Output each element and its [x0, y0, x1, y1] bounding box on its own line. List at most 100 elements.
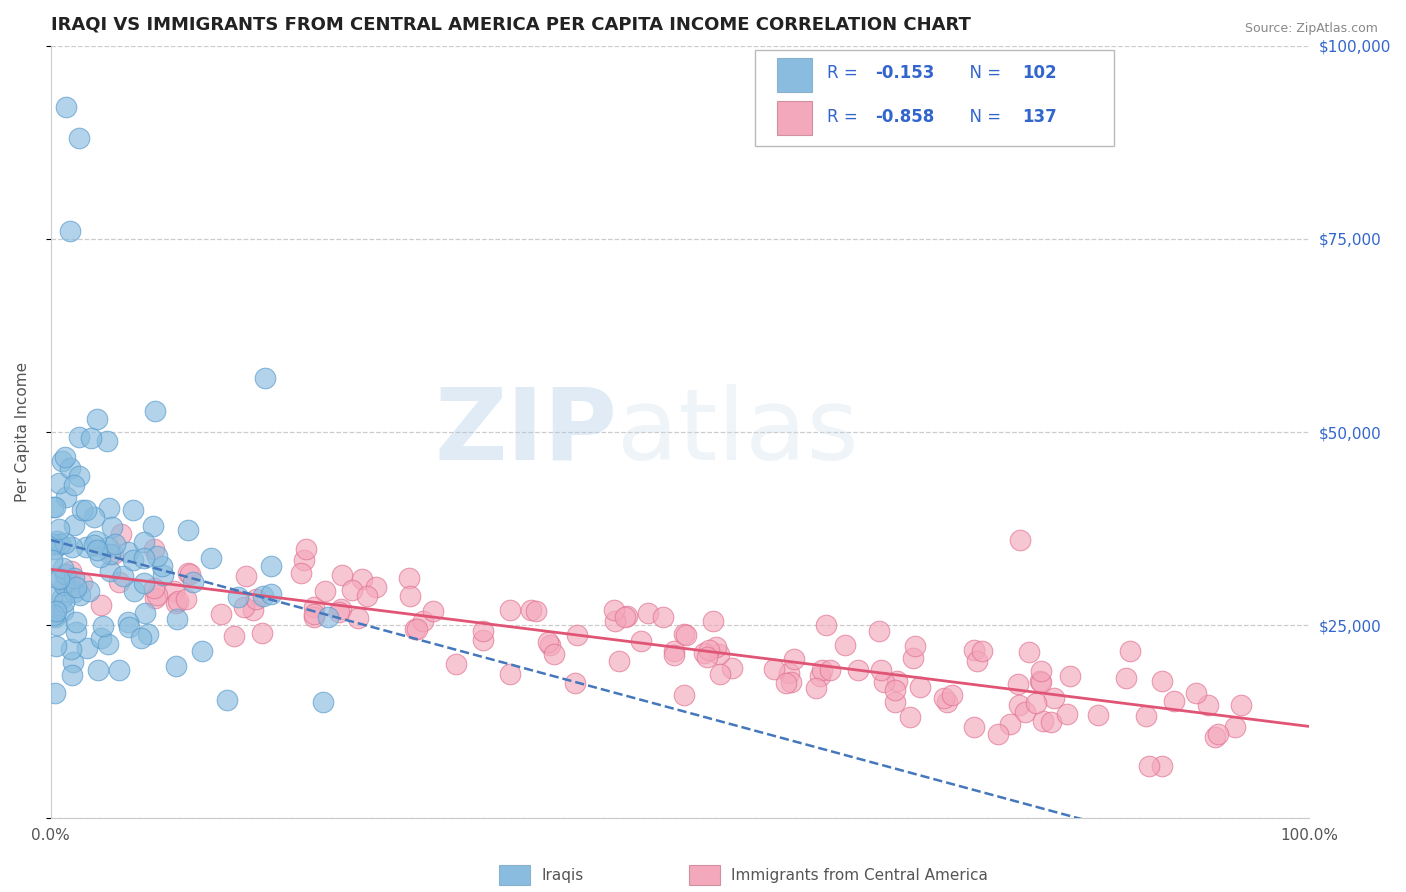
Point [53, 450, 76, 464]
Text: R =: R = [827, 108, 863, 127]
Point [1008, 533, 1031, 548]
Point [848, 663, 870, 677]
Point [696, 650, 718, 665]
Point [340, 582, 363, 597]
Point [607, 654, 630, 668]
Point [707, 647, 730, 661]
Point [42, 542, 65, 557]
Point [444, 657, 467, 672]
Point [134, 606, 156, 620]
Point [652, 610, 675, 624]
Point [672, 627, 695, 641]
Point [167, 594, 190, 608]
Point [908, 680, 931, 694]
Point [45, 603, 67, 617]
Point [399, 589, 422, 603]
Point [630, 633, 652, 648]
Point [142, 518, 165, 533]
Point [112, 569, 135, 583]
Point [104, 537, 127, 551]
Point [884, 695, 907, 709]
Point [55, 490, 77, 504]
Point [524, 604, 547, 618]
Point [122, 502, 145, 516]
Point [935, 695, 957, 709]
Point [181, 575, 204, 590]
Point [200, 550, 222, 565]
Point [1119, 644, 1142, 658]
Point [59, 224, 82, 238]
Point [347, 611, 370, 625]
Point [101, 547, 124, 561]
Point [702, 615, 724, 629]
Point [146, 549, 169, 564]
Point [60, 668, 83, 682]
Point [42, 500, 65, 514]
Point [904, 640, 927, 654]
Point [404, 622, 426, 636]
Point [166, 611, 188, 625]
Point [834, 638, 856, 652]
Point [177, 566, 200, 580]
Text: atlas: atlas [617, 384, 859, 481]
Point [146, 588, 169, 602]
Text: N =: N = [959, 64, 1007, 82]
Point [59, 641, 82, 656]
Point [46, 533, 69, 548]
Point [811, 663, 834, 677]
Point [62, 655, 84, 669]
Point [1204, 730, 1226, 744]
Point [75, 540, 97, 554]
Point [292, 553, 315, 567]
Text: -0.153: -0.153 [875, 64, 934, 82]
Point [963, 720, 986, 734]
Point [1028, 674, 1050, 689]
Point [226, 590, 249, 604]
Point [96, 434, 118, 449]
Point [472, 632, 495, 647]
Point [1223, 720, 1246, 734]
Point [80, 431, 103, 445]
Point [260, 559, 283, 574]
Point [290, 566, 312, 580]
Point [52, 595, 75, 609]
Point [42, 607, 65, 622]
Point [110, 526, 132, 541]
Point [86, 663, 108, 677]
Point [250, 626, 273, 640]
Point [83, 538, 105, 552]
Point [52, 604, 75, 618]
Point [60, 564, 83, 578]
Point [814, 618, 837, 632]
Point [778, 666, 800, 681]
Point [53, 567, 76, 582]
Point [898, 710, 921, 724]
Point [869, 663, 891, 677]
Point [564, 675, 586, 690]
Point [77, 584, 100, 599]
Point [242, 603, 264, 617]
Point [352, 573, 374, 587]
Point [86, 411, 108, 425]
Point [699, 643, 721, 657]
Point [70, 503, 93, 517]
Point [89, 549, 111, 564]
Point [67, 131, 90, 145]
Point [603, 603, 626, 617]
Point [1007, 677, 1029, 691]
Point [117, 545, 139, 559]
Point [150, 558, 173, 573]
Text: IRAQI VS IMMIGRANTS FROM CENTRAL AMERICA PER CAPITA INCOME CORRELATION CHART: IRAQI VS IMMIGRANTS FROM CENTRAL AMERICA… [51, 15, 970, 33]
Point [868, 624, 890, 639]
Text: ZIP: ZIP [434, 384, 617, 481]
Point [675, 628, 697, 642]
Point [1229, 698, 1251, 712]
Point [62, 540, 84, 554]
Point [45, 617, 67, 632]
Point [70, 575, 93, 590]
Point [97, 637, 120, 651]
Point [45, 640, 67, 654]
Point [295, 542, 318, 557]
Point [49, 537, 72, 551]
Point [693, 646, 716, 660]
